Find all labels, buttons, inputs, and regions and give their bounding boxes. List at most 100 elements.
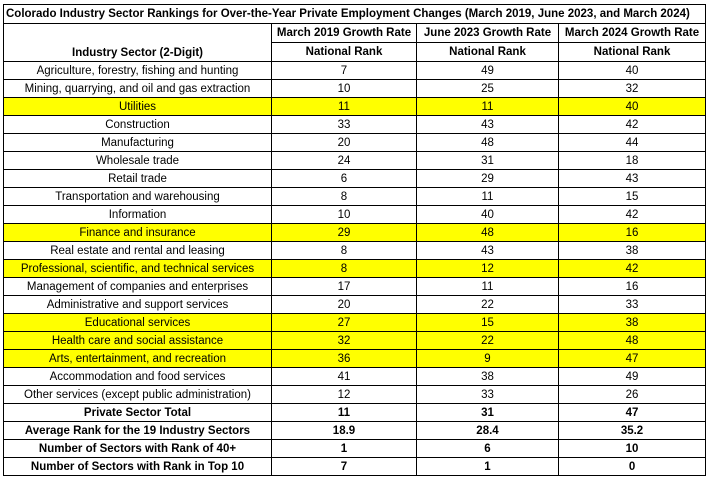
sector-cell: Retail trade xyxy=(3,169,272,188)
march-2019-cell: 32 xyxy=(271,331,417,350)
march-2019-cell: 10 xyxy=(271,79,417,98)
march-2024-cell: 49 xyxy=(557,367,707,386)
march-2019-cell: 29 xyxy=(271,223,417,242)
march-2019-cell: 11 xyxy=(271,97,417,116)
march-2024-cell: 26 xyxy=(557,385,707,404)
march-2024-cell: 35.2 xyxy=(557,421,707,440)
sector-cell: Finance and insurance xyxy=(3,223,272,242)
sector-cell: Wholesale trade xyxy=(3,151,272,170)
june-2023-cell: 28.4 xyxy=(416,421,559,440)
march-2019-cell: 17 xyxy=(271,277,417,296)
march-2024-cell: 47 xyxy=(557,349,707,368)
march-2019-cell: 8 xyxy=(271,259,417,278)
title-row: Colorado Industry Sector Rankings for Ov… xyxy=(2,4,707,24)
march-2019-cell: 20 xyxy=(271,295,417,314)
june-2023-cell: 22 xyxy=(416,331,559,350)
march-2024-cell: 0 xyxy=(557,457,707,476)
march-2024-cell: 40 xyxy=(557,61,707,80)
march-2024-cell: 16 xyxy=(557,277,707,296)
table-row: Mining, quarrying, and oil and gas extra… xyxy=(3,79,707,98)
sector-cell: Transportation and warehousing xyxy=(3,187,272,206)
table-row: Finance and insurance 29 48 16 xyxy=(3,223,707,242)
sector-cell: Number of Sectors with Rank in Top 10 xyxy=(3,457,272,476)
june-2023-cell: 11 xyxy=(416,277,559,296)
march-2019-cell: 7 xyxy=(271,457,417,476)
march-2024-cell: 42 xyxy=(557,259,707,278)
summary-row: Private Sector Total 11 31 47 xyxy=(3,403,707,422)
sector-cell: Construction xyxy=(3,115,272,134)
header-march-2019: March 2019 Growth Rate xyxy=(271,23,417,43)
march-2024-cell: 44 xyxy=(557,133,707,152)
table-row: Transportation and warehousing 8 11 15 xyxy=(3,187,707,206)
june-2023-cell: 25 xyxy=(416,79,559,98)
june-2023-cell: 29 xyxy=(416,169,559,188)
june-2023-cell: 40 xyxy=(416,205,559,224)
june-2023-cell: 15 xyxy=(416,313,559,332)
june-2023-cell: 31 xyxy=(416,403,559,422)
table-row: Construction 33 43 42 xyxy=(3,115,707,134)
sector-cell: Manufacturing xyxy=(3,133,272,152)
march-2019-cell: 8 xyxy=(271,241,417,260)
march-2024-cell: 43 xyxy=(557,169,707,188)
june-2023-cell: 43 xyxy=(416,241,559,260)
june-2023-cell: 48 xyxy=(416,133,559,152)
june-2023-cell: 11 xyxy=(416,97,559,116)
table-row: Administrative and support services 20 22 3… xyxy=(3,295,707,314)
march-2019-cell: 1 xyxy=(271,439,417,458)
sector-cell: Number of Sectors with Rank of 40+ xyxy=(3,439,272,458)
sector-cell: Educational services xyxy=(3,313,272,332)
june-2023-cell: 1 xyxy=(416,457,559,476)
june-2023-cell: 22 xyxy=(416,295,559,314)
march-2019-cell: 12 xyxy=(271,385,417,404)
table-row: Arts, entertainment, and recreation 36 9 47 xyxy=(3,349,707,368)
table-row: Retail trade 6 29 43 xyxy=(3,169,707,188)
table-row: Accommodation and food services 41 38 49 xyxy=(3,367,707,386)
march-2024-cell: 15 xyxy=(557,187,707,206)
header-march-2019-rank: National Rank xyxy=(271,42,417,62)
sector-cell: Information xyxy=(3,205,272,224)
march-2024-cell: 18 xyxy=(557,151,707,170)
sector-cell: Management of companies and enterprises xyxy=(3,277,272,296)
table-title: Colorado Industry Sector Rankings for Ov… xyxy=(2,4,707,24)
march-2019-cell: 18.9 xyxy=(271,421,417,440)
march-2019-cell: 20 xyxy=(271,133,417,152)
table-row: Educational services 27 15 38 xyxy=(3,313,707,332)
march-2024-cell: 38 xyxy=(557,241,707,260)
june-2023-cell: 12 xyxy=(416,259,559,278)
sector-cell: Private Sector Total xyxy=(3,403,272,422)
june-2023-cell: 49 xyxy=(416,61,559,80)
header-june-2023: June 2023 Growth Rate xyxy=(416,23,559,43)
march-2019-cell: 36 xyxy=(271,349,417,368)
table-row: Agriculture, forestry, fishing and hunti… xyxy=(3,61,707,80)
table-row: Health care and social assistance 32 22 48 xyxy=(3,331,707,350)
march-2019-cell: 33 xyxy=(271,115,417,134)
march-2024-cell: 42 xyxy=(557,205,707,224)
header-march-2024-rank: National Rank xyxy=(557,42,707,62)
table-row: Manufacturing 20 48 44 xyxy=(3,133,707,152)
march-2019-cell: 8 xyxy=(271,187,417,206)
march-2019-cell: 6 xyxy=(271,169,417,188)
march-2024-cell: 48 xyxy=(557,331,707,350)
table-row: Wholesale trade 24 31 18 xyxy=(3,151,707,170)
march-2019-cell: 11 xyxy=(271,403,417,422)
june-2023-cell: 38 xyxy=(416,367,559,386)
march-2019-cell: 10 xyxy=(271,205,417,224)
table-row: Professional, scientific, and technical … xyxy=(3,259,707,278)
march-2019-cell: 24 xyxy=(271,151,417,170)
june-2023-cell: 11 xyxy=(416,187,559,206)
june-2023-cell: 33 xyxy=(416,385,559,404)
sector-cell: Mining, quarrying, and oil and gas extra… xyxy=(3,79,272,98)
sector-cell: Average Rank for the 19 Industry Sectors xyxy=(3,421,272,440)
march-2024-cell: 42 xyxy=(557,115,707,134)
sector-cell: Professional, scientific, and technical … xyxy=(3,259,272,278)
header-sector: Industry Sector (2-Digit) xyxy=(3,23,272,62)
summary-row: Number of Sectors with Rank in Top 10 7 1 0 xyxy=(3,457,707,476)
june-2023-cell: 6 xyxy=(416,439,559,458)
sector-cell: Utilities xyxy=(3,97,272,116)
march-2019-cell: 27 xyxy=(271,313,417,332)
march-2019-cell: 41 xyxy=(271,367,417,386)
sector-cell: Arts, entertainment, and recreation xyxy=(3,349,272,368)
summary-row: Average Rank for the 19 Industry Sectors… xyxy=(3,421,707,440)
june-2023-cell: 9 xyxy=(416,349,559,368)
table-row: Information 10 40 42 xyxy=(3,205,707,224)
